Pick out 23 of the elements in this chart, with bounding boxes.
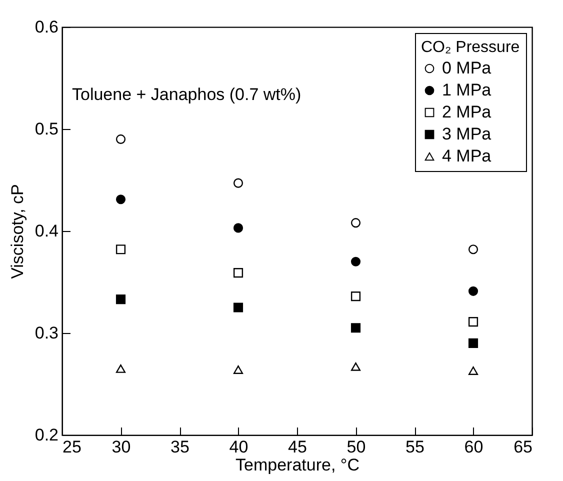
legend-label: 2 MPa xyxy=(442,102,492,122)
x-tick-label: 25 xyxy=(62,438,82,456)
y-tick-label: 0.3 xyxy=(34,324,58,342)
x-tick-label: 55 xyxy=(406,438,424,456)
x-tick-label: 60 xyxy=(464,438,484,456)
legend-label: 0 MPa xyxy=(442,58,492,78)
annotation: Toluene + Janaphos (0.7 wt%) xyxy=(72,85,302,104)
x-axis-title: Temperature, °C xyxy=(236,456,360,474)
x-tick-label: 45 xyxy=(288,438,307,456)
legend-title: CO₂ Pressure xyxy=(421,39,520,56)
x-tick-label: 50 xyxy=(346,438,366,456)
legend-label: 1 MPa xyxy=(442,80,492,100)
y-tick-label: 0.2 xyxy=(34,426,58,444)
x-tick-label: 35 xyxy=(170,438,190,456)
x-tick-label: 30 xyxy=(112,438,131,456)
y-axis-title: Viscisoty, cP xyxy=(8,184,27,279)
y-tick-label: 0.6 xyxy=(34,18,58,36)
x-tick-label: 65 xyxy=(514,438,532,456)
y-tick-label: 0.4 xyxy=(34,222,58,240)
legend-label: 3 MPa xyxy=(442,124,492,144)
x-tick-label: 40 xyxy=(229,438,248,456)
legend-label: 4 MPa xyxy=(442,146,492,166)
y-tick-label: 0.5 xyxy=(34,120,58,138)
